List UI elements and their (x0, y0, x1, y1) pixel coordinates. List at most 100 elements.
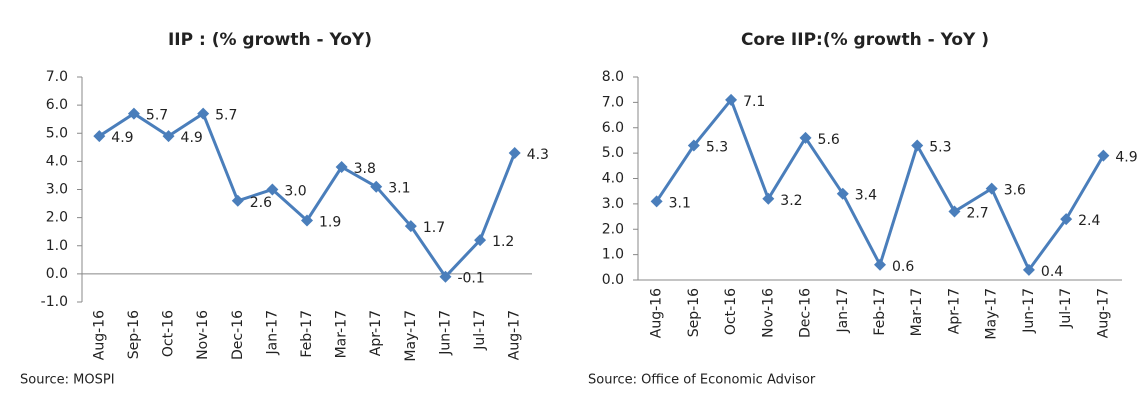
y-tick-label: 7.0 (46, 69, 68, 85)
data-label: 3.0 (284, 184, 306, 200)
x-tick-label: Mar-17 (334, 310, 350, 358)
x-tick-label: Aug-16 (91, 310, 107, 360)
y-tick-label: 7.0 (602, 94, 624, 110)
y-tick-label: 0.0 (46, 266, 68, 282)
x-tick-label: Mar-17 (909, 288, 925, 336)
data-label: 5.3 (929, 140, 951, 156)
marker (762, 192, 775, 205)
marker (948, 205, 961, 218)
marker (197, 107, 210, 120)
marker (266, 183, 279, 196)
marker (508, 146, 521, 159)
marker (162, 130, 175, 143)
x-tick-label: Feb-17 (872, 288, 888, 336)
x-tick-label: Oct-16 (723, 288, 739, 335)
data-label: 7.1 (743, 94, 765, 110)
y-tick-label: 8.0 (602, 69, 624, 85)
y-tick-label: 3.0 (46, 182, 68, 198)
marker (335, 161, 348, 173)
x-tick-label: Jun-17 (437, 310, 453, 356)
y-tick-label: 6.0 (46, 97, 68, 113)
data-label: 2.6 (250, 195, 272, 211)
marker (650, 195, 663, 208)
y-tick-label: 4.0 (602, 171, 624, 187)
marker (799, 131, 812, 144)
x-tick-label: Nov-16 (760, 288, 776, 338)
marker (687, 139, 700, 152)
data-label: 5.3 (706, 140, 728, 156)
data-label: 2.4 (1078, 213, 1100, 229)
x-tick-label: Nov-16 (195, 310, 211, 360)
marker (439, 270, 452, 283)
marker (370, 180, 383, 193)
data-label: 3.2 (780, 193, 802, 209)
data-label: 5.7 (215, 108, 237, 124)
y-tick-label: 2.0 (602, 221, 624, 237)
data-label: 4.9 (1115, 150, 1137, 166)
data-label: 3.8 (354, 161, 376, 177)
data-label: 3.1 (388, 181, 410, 197)
marker (985, 182, 998, 195)
y-tick-label: 0.0 (602, 272, 624, 288)
y-tick-label: -1.0 (41, 294, 68, 310)
chart-title: IIP : (% growth - YoY) (168, 30, 372, 50)
data-label: 3.6 (1004, 183, 1026, 199)
data-label: 4.9 (111, 130, 133, 146)
chart-title: Core IIP:(% growth - YoY ) (741, 30, 989, 50)
y-tick-label: 4.0 (46, 153, 68, 169)
y-tick-label: 1.0 (46, 238, 68, 254)
data-label: 3.1 (669, 195, 691, 211)
data-label: 5.6 (818, 132, 840, 148)
data-label: 0.6 (892, 259, 914, 275)
source: Source: Office of Economic Advisor (588, 373, 816, 388)
x-tick-label: Jul-17 (472, 310, 488, 351)
x-tick-label: Jul-17 (1058, 288, 1074, 329)
marker (1097, 149, 1110, 162)
data-label: 5.7 (146, 108, 168, 124)
data-label: 4.3 (527, 147, 549, 163)
marker (93, 130, 106, 143)
marker (127, 107, 140, 120)
y-tick-label: 5.0 (46, 125, 68, 141)
x-tick-label: Aug-17 (1095, 288, 1111, 338)
data-label: 1.2 (492, 234, 514, 250)
marker (874, 258, 886, 271)
x-tick-label: Apr-17 (368, 310, 384, 356)
marker (404, 220, 417, 233)
x-tick-label: Aug-16 (649, 288, 665, 338)
marker (836, 187, 849, 200)
marker (231, 194, 244, 207)
data-label: 4.9 (181, 130, 203, 146)
x-tick-label: Dec-16 (798, 288, 814, 338)
source: Source: MOSPI (20, 373, 115, 388)
x-tick-label: Jan-17 (264, 310, 280, 355)
data-label: 1.7 (423, 220, 445, 236)
data-label: 3.4 (855, 188, 877, 204)
x-tick-label: May-17 (984, 288, 1000, 340)
y-tick-label: 2.0 (46, 210, 68, 226)
data-label: 0.4 (1041, 264, 1063, 280)
data-label: 2.7 (966, 205, 988, 221)
x-tick-label: Jan-17 (835, 288, 851, 333)
y-tick-label: 6.0 (602, 120, 624, 136)
x-tick-label: Oct-16 (161, 310, 177, 357)
marker (725, 93, 738, 106)
x-tick-label: Sep-16 (686, 288, 702, 337)
x-tick-label: Dec-16 (230, 310, 246, 360)
x-tick-label: Feb-17 (299, 310, 315, 358)
series-line (98, 111, 517, 280)
marker (1060, 213, 1073, 226)
data-label: 1.9 (319, 214, 341, 230)
y-tick-label: 5.0 (602, 145, 624, 161)
marker (474, 234, 487, 247)
data-label: -0.1 (457, 271, 484, 287)
marker (911, 139, 924, 152)
y-tick-label: 3.0 (602, 196, 624, 212)
x-tick-label: May-17 (403, 310, 419, 362)
x-tick-label: Jun-17 (1021, 288, 1037, 334)
marker (1022, 263, 1035, 276)
marker (301, 214, 313, 227)
x-tick-label: Apr-17 (946, 288, 962, 334)
x-tick-label: Sep-16 (126, 310, 142, 359)
